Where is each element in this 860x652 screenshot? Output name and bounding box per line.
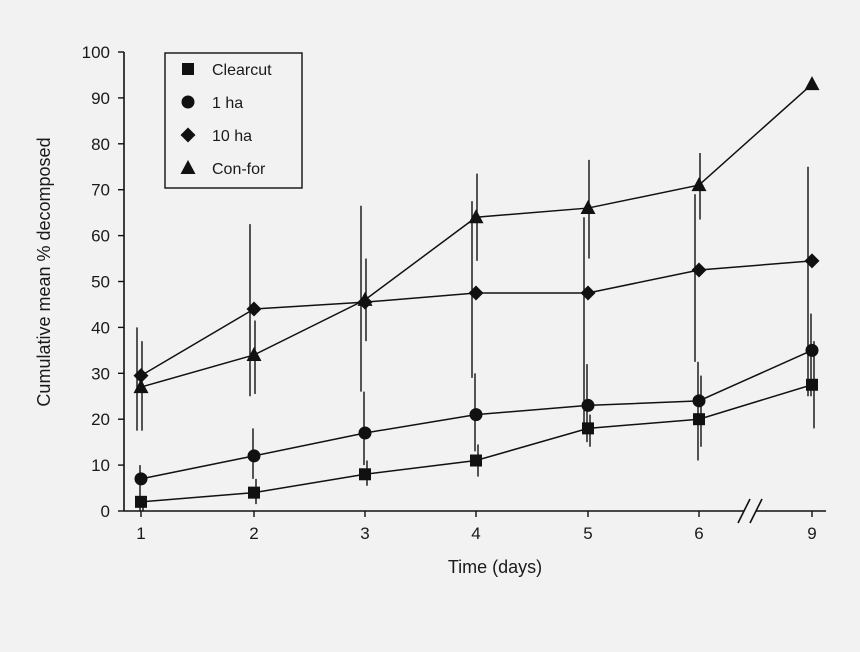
y-tick-label: 80 <box>91 135 110 154</box>
x-tick-label: 4 <box>471 524 480 543</box>
data-point-1-ha <box>469 408 483 422</box>
y-tick-label: 100 <box>82 43 110 62</box>
y-tick-label: 60 <box>91 227 110 246</box>
y-tick-label: 20 <box>91 410 110 429</box>
data-point-1-ha <box>247 449 261 463</box>
data-point-1-ha <box>358 426 372 440</box>
y-tick-label: 40 <box>91 318 110 337</box>
data-point-clearcut <box>135 495 147 508</box>
data-point-1-ha <box>692 394 706 408</box>
data-point-clearcut <box>359 468 371 481</box>
x-tick-label: 1 <box>136 524 145 543</box>
data-point-10-ha <box>133 368 149 384</box>
data-point-clearcut <box>582 422 594 435</box>
legend-label-clearcut: Clearcut <box>212 62 272 79</box>
legend: Clearcut 1 ha 10 ha Con-for <box>164 52 303 189</box>
y-ticks: 0 10 20 30 40 50 60 70 80 90 100 <box>82 43 124 521</box>
y-tick-label: 50 <box>91 273 110 292</box>
axis-break-icon <box>737 498 763 524</box>
x-axis-label: Time (days) <box>448 557 542 577</box>
data-point-clearcut <box>693 413 705 426</box>
series-markers <box>133 76 820 508</box>
data-point-10-ha <box>580 285 596 301</box>
data-point-1-ha <box>134 472 148 486</box>
data-point-con-for <box>580 200 596 215</box>
legend-diamond-icon <box>180 127 196 143</box>
y-axis-label: Cumulative mean % decomposed <box>34 137 54 406</box>
x-tick-label: 2 <box>249 524 258 543</box>
data-point-1-ha <box>805 343 819 357</box>
data-point-con-for <box>691 177 707 192</box>
data-point-10-ha <box>246 301 262 317</box>
legend-label-10-ha: 10 ha <box>212 128 252 145</box>
data-point-con-for <box>133 379 149 394</box>
legend-square-icon <box>182 63 194 75</box>
x-tick-label: 3 <box>360 524 369 543</box>
legend-triangle-icon <box>180 160 196 174</box>
data-point-1-ha <box>581 398 595 412</box>
legend-label-1-ha: 1 ha <box>212 95 243 112</box>
data-point-clearcut <box>806 378 818 391</box>
y-tick-label: 30 <box>91 364 110 383</box>
data-point-con-for <box>357 291 373 306</box>
x-tick-label: 6 <box>694 524 703 543</box>
data-point-clearcut <box>248 486 260 499</box>
series-line-clearcut <box>140 384 813 503</box>
x-tick-label: 9 <box>807 524 816 543</box>
data-point-con-for <box>246 346 262 361</box>
data-point-con-for <box>804 76 820 91</box>
y-tick-label: 0 <box>101 502 110 521</box>
y-tick-label: 90 <box>91 89 110 108</box>
y-tick-label: 70 <box>91 181 110 200</box>
legend-circle-icon <box>181 95 195 109</box>
legend-label-con-for: Con-for <box>212 161 266 178</box>
x-tick-label: 5 <box>583 524 592 543</box>
y-tick-label: 10 <box>91 456 110 475</box>
data-point-10-ha <box>468 285 484 301</box>
data-point-10-ha <box>691 262 707 278</box>
x-ticks: 1 2 3 4 5 6 9 <box>136 511 817 543</box>
data-point-con-for <box>468 209 484 224</box>
data-point-10-ha <box>804 253 820 269</box>
data-point-clearcut <box>470 454 482 467</box>
